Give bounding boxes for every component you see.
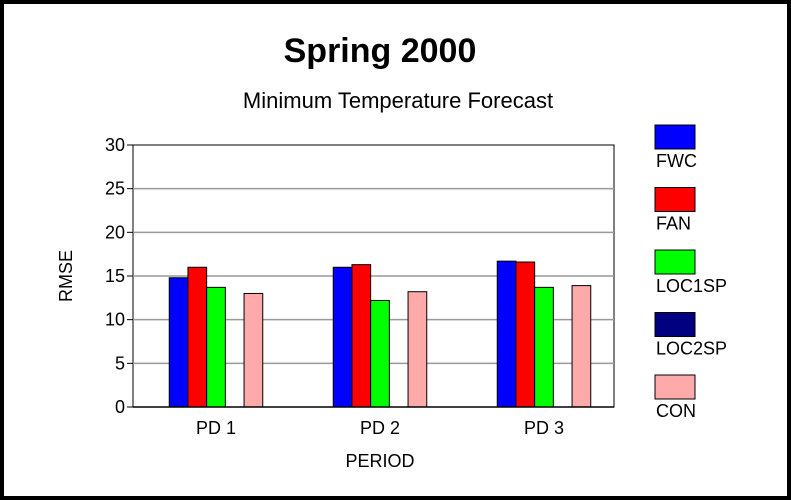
bar: [332, 266, 353, 408]
y-tick-label: 5: [115, 353, 125, 373]
legend-swatch: [654, 249, 696, 275]
bar: [370, 299, 390, 408]
legend-swatch: [654, 187, 696, 212]
bar: [571, 285, 592, 408]
y-tick-label: 25: [105, 179, 125, 199]
x-axis-label: PERIOD: [345, 451, 414, 471]
x-tick-label: PD 1: [196, 418, 236, 438]
bar: [496, 260, 517, 408]
bar: [534, 286, 554, 408]
chart-subtitle: Minimum Temperature Forecast: [243, 88, 553, 113]
y-axis-label: RMSE: [56, 250, 76, 302]
legend-swatch: [654, 312, 696, 337]
legend-label: FAN: [656, 214, 691, 234]
bar: [168, 277, 189, 408]
legend-label: CON: [656, 401, 696, 421]
x-tick-label: PD 2: [360, 418, 400, 438]
y-tick-label: 10: [105, 310, 125, 330]
legend-label: LOC2SP: [656, 339, 727, 359]
y-tick-label: 30: [105, 135, 125, 155]
chart-title: Spring 2000: [284, 32, 477, 70]
bar: [407, 291, 428, 408]
bar: [206, 286, 226, 408]
y-tick-label: 15: [105, 266, 125, 286]
legend-label: FWC: [656, 151, 697, 171]
bar: [515, 261, 536, 408]
bar: [187, 266, 208, 408]
legend-swatch: [654, 124, 696, 150]
bar: [351, 264, 372, 408]
bar: [243, 292, 264, 408]
y-tick-label: 20: [105, 222, 125, 242]
legend-swatch: [654, 374, 696, 400]
x-tick-label: PD 3: [524, 418, 564, 438]
legend-label: LOC1SP: [656, 276, 727, 296]
y-tick-label: 0: [115, 397, 125, 417]
